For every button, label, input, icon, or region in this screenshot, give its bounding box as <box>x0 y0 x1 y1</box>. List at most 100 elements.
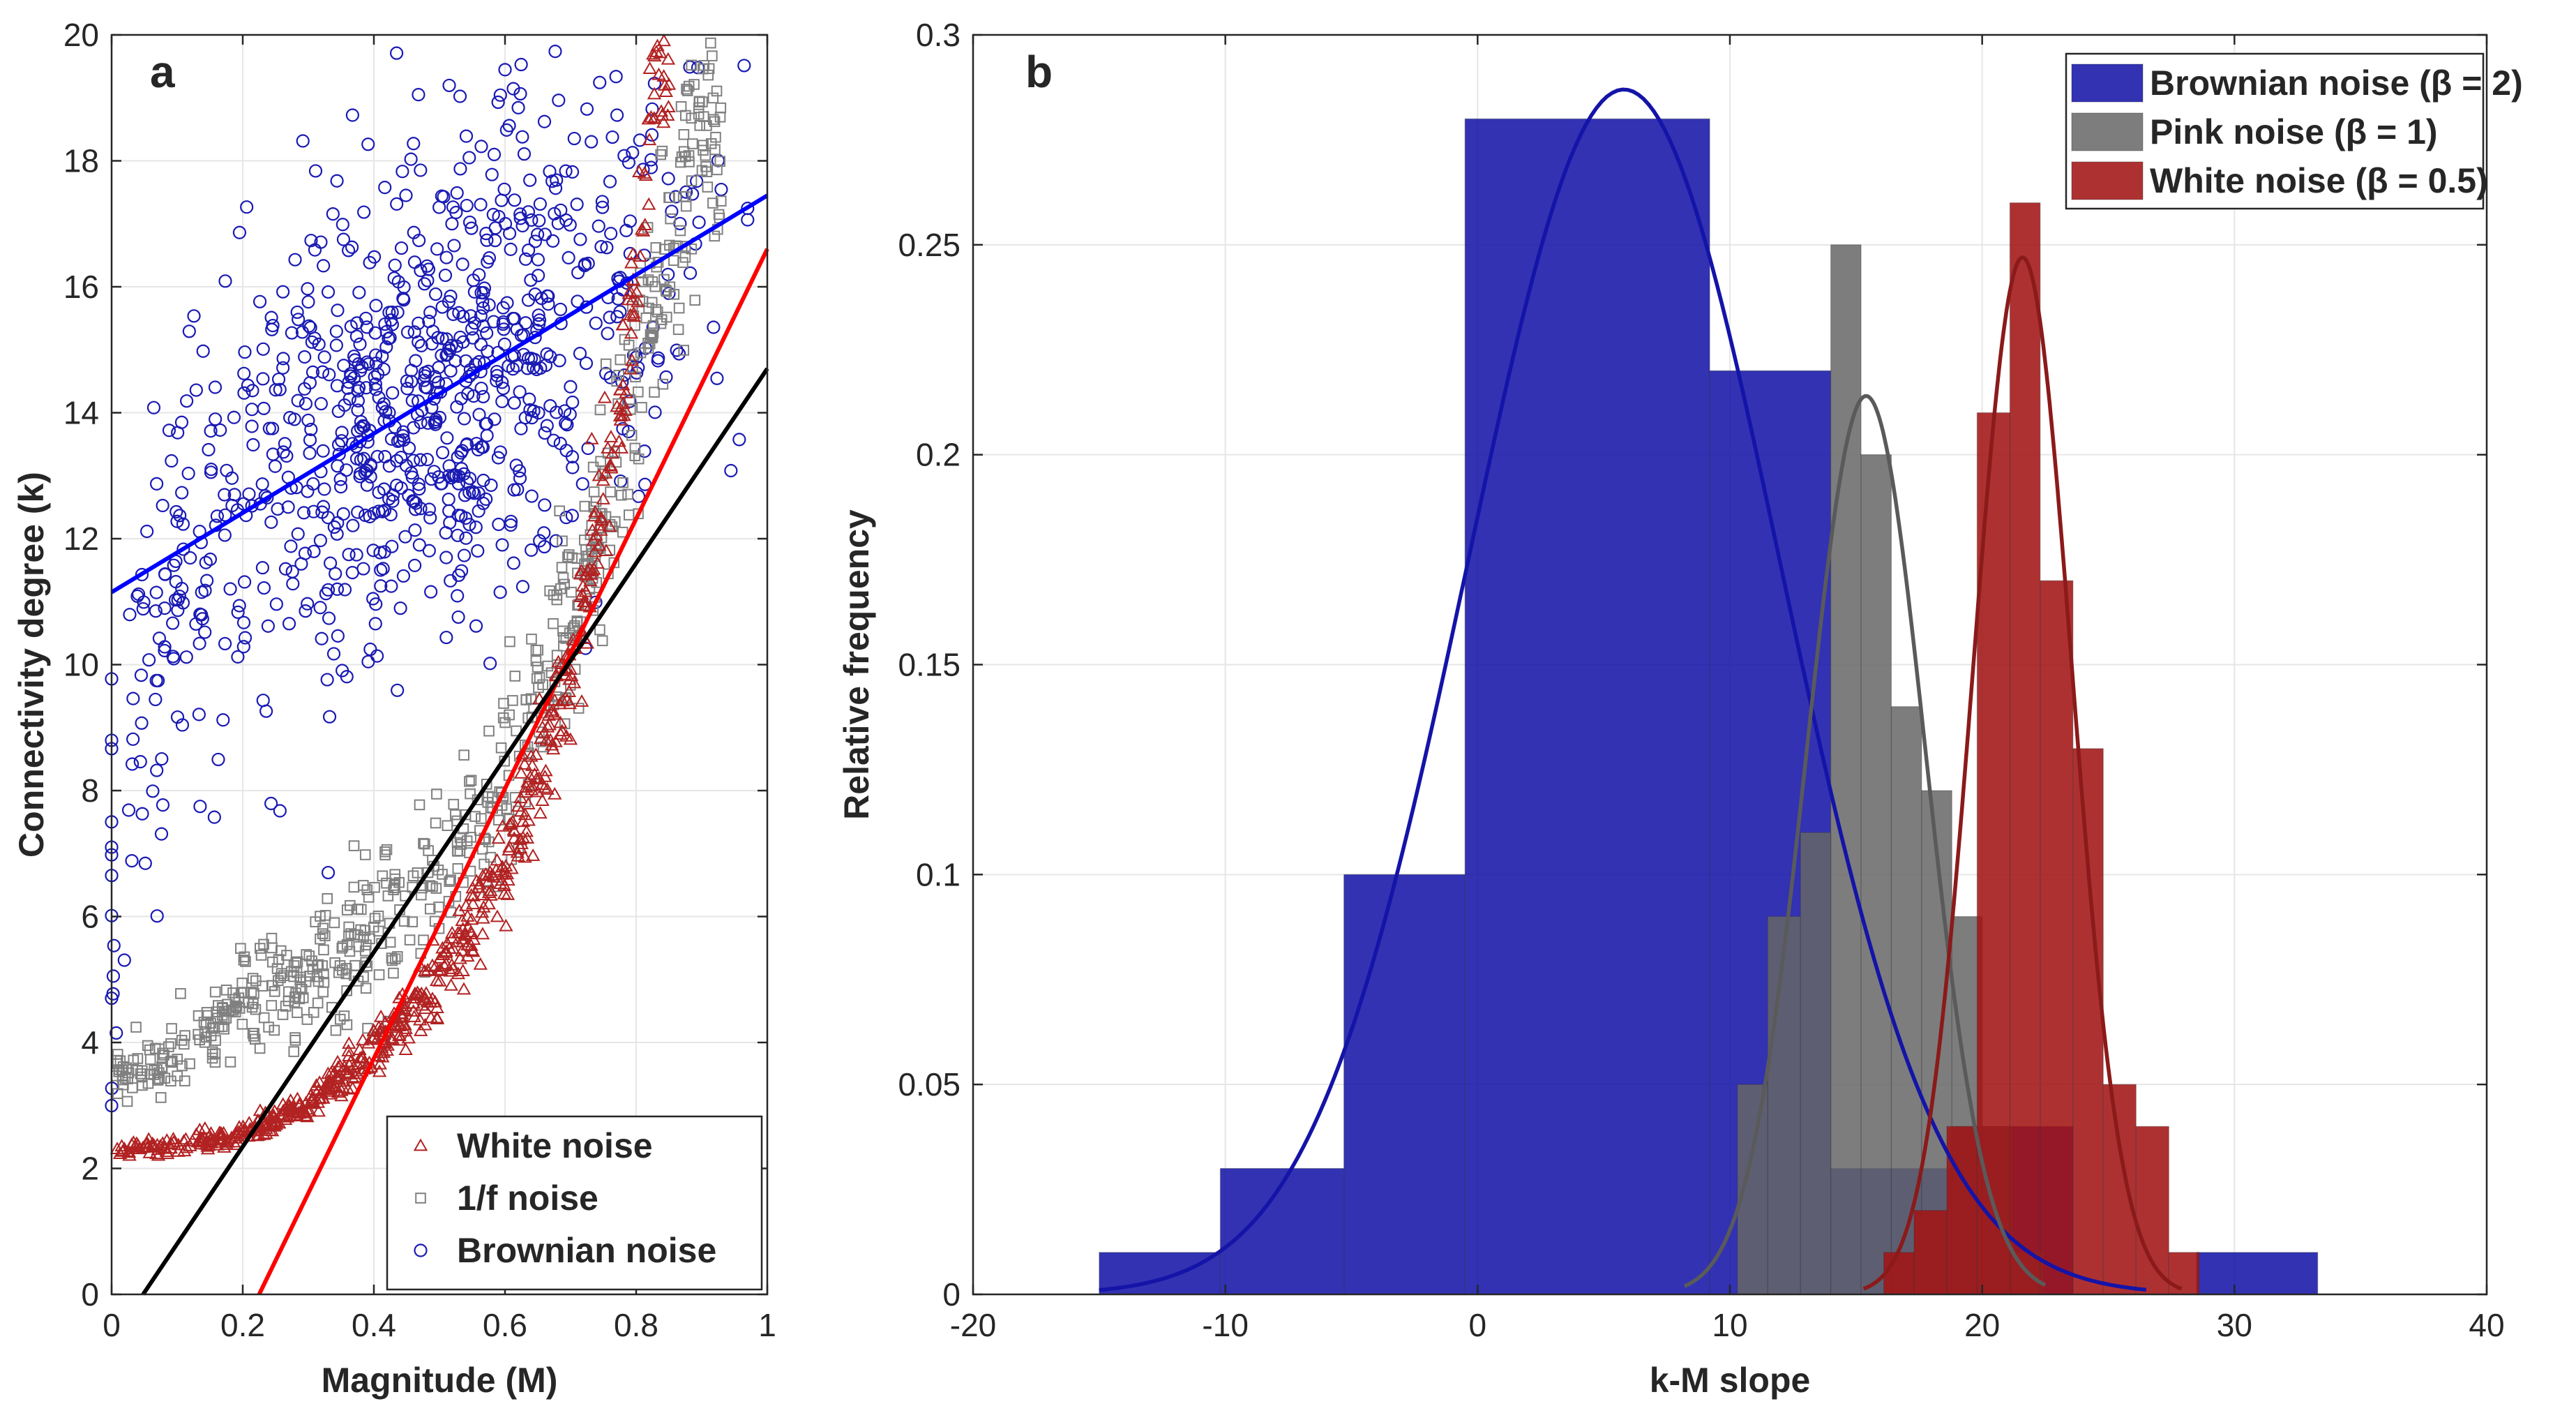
data-point <box>524 273 538 287</box>
data-point <box>709 116 721 128</box>
data-point <box>664 192 675 203</box>
data-point <box>322 710 337 724</box>
data-point <box>490 368 504 382</box>
data-point <box>352 904 364 915</box>
data-point <box>474 140 488 154</box>
data-point <box>168 593 183 607</box>
data-point <box>162 424 176 438</box>
data-point <box>614 474 628 488</box>
data-point <box>589 528 603 541</box>
data-point <box>379 340 393 354</box>
data-point <box>455 257 469 271</box>
data-point <box>512 464 527 478</box>
data-point <box>540 719 555 733</box>
data-point <box>331 304 345 317</box>
data-point <box>604 227 618 241</box>
data-point <box>299 396 313 411</box>
data-point <box>359 463 373 477</box>
data-point <box>479 858 490 870</box>
data-point <box>525 411 539 425</box>
data-point <box>333 472 347 486</box>
data-point <box>613 369 625 381</box>
data-point <box>599 366 613 380</box>
data-point <box>193 636 206 650</box>
data-point <box>368 377 382 391</box>
data-point <box>506 556 520 570</box>
data-point <box>518 411 532 425</box>
data-point <box>590 556 605 569</box>
data-point <box>106 987 120 1001</box>
data-point <box>483 883 498 897</box>
data-point <box>462 215 477 230</box>
data-point <box>110 1142 125 1155</box>
data-point <box>686 112 698 124</box>
data-point <box>388 884 399 896</box>
data-point <box>594 624 605 636</box>
data-point <box>298 382 312 396</box>
data-point <box>596 491 610 504</box>
data-point <box>200 1139 215 1152</box>
data-point <box>318 968 329 980</box>
data-point <box>507 312 521 326</box>
data-point <box>444 876 455 888</box>
data-point <box>237 575 252 589</box>
data-point <box>218 508 232 522</box>
data-point <box>121 1145 137 1158</box>
panel-b-fit-curves <box>1099 87 2183 1292</box>
y-tick-label: 10 <box>63 647 99 683</box>
y-tick-label: 14 <box>63 395 99 431</box>
data-point <box>598 544 614 556</box>
data-point <box>433 902 444 913</box>
legend-swatch <box>2071 161 2144 200</box>
data-point <box>341 1019 353 1031</box>
data-point <box>318 976 330 988</box>
data-point <box>189 383 203 397</box>
data-point <box>407 137 421 151</box>
data-point <box>305 335 319 349</box>
data-point <box>455 934 471 948</box>
data-point <box>195 1133 211 1146</box>
data-point <box>451 610 465 625</box>
data-point <box>585 564 600 577</box>
data-point <box>360 982 372 994</box>
data-point <box>647 331 658 343</box>
data-point <box>495 538 509 552</box>
data-point <box>193 800 207 814</box>
data-point <box>354 414 368 429</box>
fit-line-1-f-noise <box>141 367 769 1296</box>
data-point <box>466 331 480 345</box>
data-point <box>331 404 345 419</box>
data-point <box>169 575 183 589</box>
data-point <box>474 338 488 352</box>
data-point <box>373 546 387 560</box>
data-point <box>200 1142 216 1155</box>
data-point <box>424 880 436 891</box>
data-point <box>278 437 292 451</box>
data-point <box>464 888 479 901</box>
data-point <box>335 426 349 440</box>
data-point <box>447 239 461 253</box>
data-point <box>504 242 518 256</box>
y-tick-label: 0.25 <box>898 227 961 263</box>
data-point <box>389 478 404 493</box>
data-point <box>266 1108 281 1121</box>
data-point <box>654 104 669 117</box>
data-point <box>587 544 602 558</box>
data-point <box>680 151 691 163</box>
data-point <box>511 848 525 862</box>
data-point <box>414 799 425 811</box>
data-point <box>353 337 367 351</box>
data-point <box>375 1049 390 1063</box>
data-point <box>498 698 509 709</box>
data-point <box>540 782 555 795</box>
data-point <box>504 518 518 532</box>
data-point <box>737 59 751 73</box>
data-point <box>647 111 661 124</box>
data-point <box>123 608 137 622</box>
data-point <box>520 361 534 375</box>
data-point <box>179 1030 190 1041</box>
data-point <box>363 509 377 524</box>
data-point <box>285 1105 300 1117</box>
data-point <box>338 1065 353 1078</box>
histogram-bar <box>2196 1252 2319 1295</box>
